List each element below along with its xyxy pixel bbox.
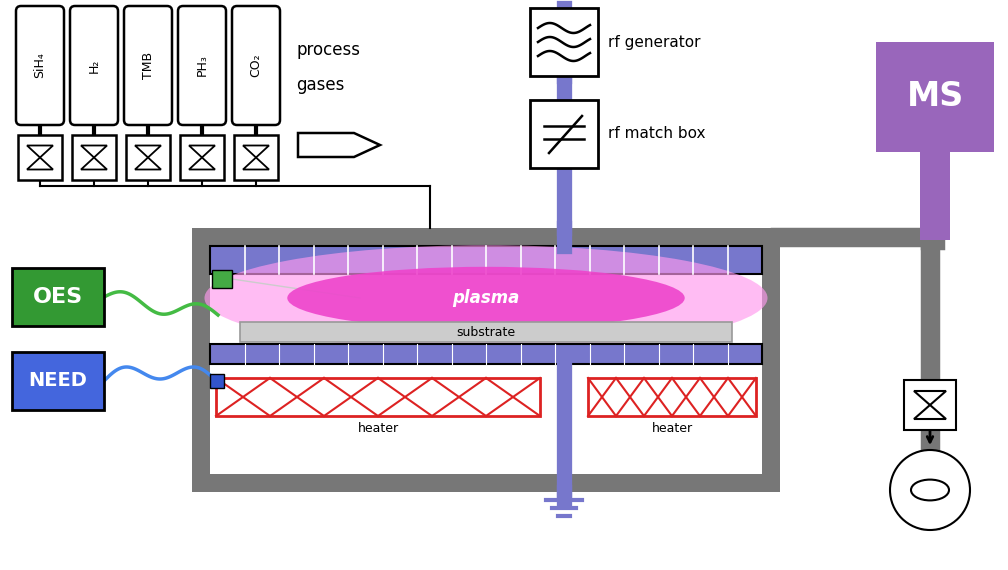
Ellipse shape bbox=[911, 479, 949, 500]
Bar bbox=[876, 42, 994, 152]
FancyBboxPatch shape bbox=[70, 6, 118, 125]
Bar bbox=[212, 270, 232, 288]
Polygon shape bbox=[243, 145, 269, 157]
Bar bbox=[530, 8, 598, 76]
FancyBboxPatch shape bbox=[16, 6, 64, 125]
FancyArrow shape bbox=[298, 133, 380, 157]
Text: MS: MS bbox=[906, 80, 964, 113]
Bar bbox=[588, 378, 756, 416]
Text: rf generator: rf generator bbox=[608, 35, 701, 50]
Polygon shape bbox=[135, 157, 161, 169]
Bar bbox=[126, 135, 170, 180]
Polygon shape bbox=[914, 391, 946, 405]
Text: OES: OES bbox=[33, 287, 83, 307]
Polygon shape bbox=[81, 157, 107, 169]
Polygon shape bbox=[190, 145, 215, 157]
Circle shape bbox=[890, 450, 970, 530]
Text: substrate: substrate bbox=[457, 325, 515, 339]
Polygon shape bbox=[914, 405, 946, 419]
Bar bbox=[240, 322, 732, 342]
Bar bbox=[530, 100, 598, 168]
Bar bbox=[12, 268, 104, 326]
Text: SiH₄: SiH₄ bbox=[33, 52, 46, 79]
Bar bbox=[210, 344, 762, 364]
Text: heater: heater bbox=[358, 422, 398, 435]
Polygon shape bbox=[81, 145, 107, 157]
Text: rf match box: rf match box bbox=[608, 127, 706, 141]
Ellipse shape bbox=[287, 267, 684, 329]
Bar bbox=[920, 152, 950, 240]
Polygon shape bbox=[135, 145, 161, 157]
Text: TMB: TMB bbox=[141, 52, 154, 79]
Bar bbox=[210, 246, 762, 474]
Bar bbox=[234, 135, 278, 180]
FancyBboxPatch shape bbox=[178, 6, 226, 125]
Bar bbox=[72, 135, 116, 180]
Polygon shape bbox=[190, 157, 215, 169]
Polygon shape bbox=[27, 157, 53, 169]
Text: NEED: NEED bbox=[28, 372, 88, 390]
FancyBboxPatch shape bbox=[124, 6, 172, 125]
Bar bbox=[210, 246, 762, 274]
Ellipse shape bbox=[205, 245, 767, 351]
Text: PH₃: PH₃ bbox=[196, 55, 209, 76]
Bar bbox=[904, 380, 956, 430]
Text: plasma: plasma bbox=[453, 289, 520, 307]
Bar bbox=[180, 135, 224, 180]
Bar bbox=[18, 135, 62, 180]
Text: CO₂: CO₂ bbox=[250, 54, 262, 78]
FancyBboxPatch shape bbox=[232, 6, 280, 125]
Text: gases: gases bbox=[296, 76, 345, 94]
Polygon shape bbox=[243, 157, 269, 169]
Text: heater: heater bbox=[651, 422, 692, 435]
Bar bbox=[216, 378, 540, 416]
Bar bbox=[192, 228, 780, 492]
Polygon shape bbox=[27, 145, 53, 157]
Bar bbox=[210, 374, 224, 388]
Text: H₂: H₂ bbox=[88, 58, 101, 73]
Text: process: process bbox=[296, 41, 360, 59]
Bar bbox=[12, 352, 104, 410]
